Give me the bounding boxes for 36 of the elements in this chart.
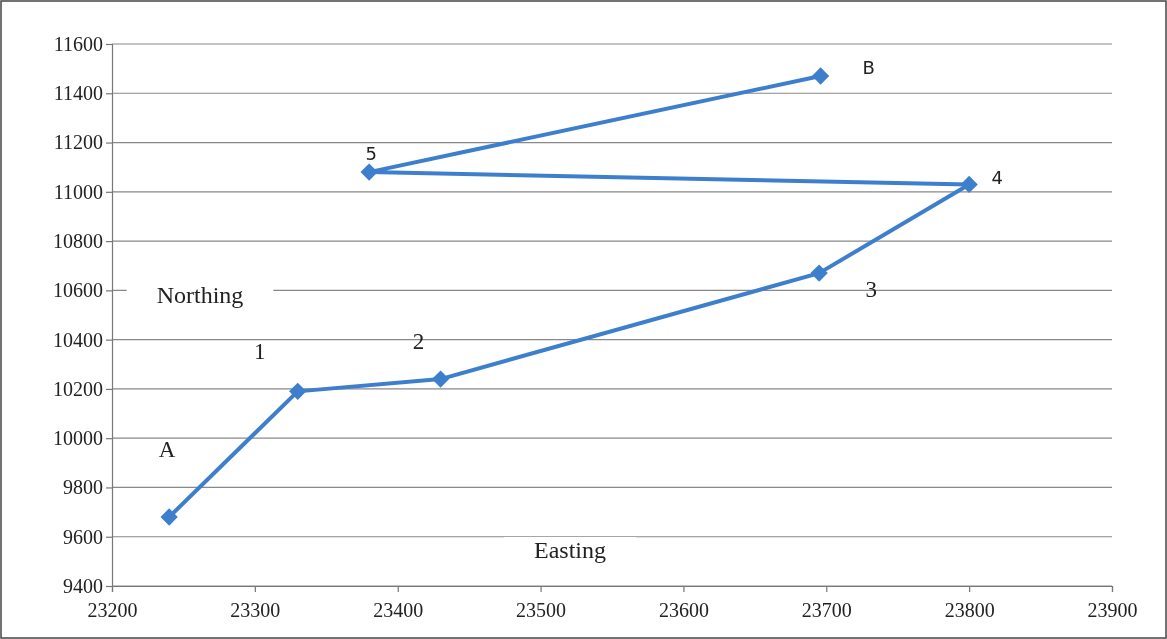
y-tick-label: 10000 — [53, 427, 103, 450]
annotation: B — [862, 57, 875, 79]
x-tick-label: 23600 — [658, 599, 709, 621]
annotation: 1 — [253, 339, 266, 365]
x-tick-label: 23800 — [944, 599, 995, 621]
y-tick-label: 11400 — [53, 82, 103, 105]
y-tick-label: 11200 — [53, 131, 103, 154]
y-tick-label: 10800 — [53, 229, 103, 252]
annotation: 5 — [365, 143, 377, 165]
annotation: 2 — [412, 329, 425, 355]
y-tick-label: 10200 — [53, 377, 103, 400]
annotation: A — [158, 437, 176, 463]
y-tick-label: 11000 — [53, 180, 103, 203]
y-tick-label: 9600 — [63, 525, 103, 548]
x-tick-label: 23700 — [801, 599, 852, 621]
y-tick-label: 10400 — [53, 328, 103, 351]
x-tick-label: 23300 — [230, 599, 281, 621]
x-axis-title: Easting — [534, 537, 606, 563]
y-tick-label: 11600 — [53, 32, 103, 55]
point — [811, 67, 830, 85]
x-tick-label: 23400 — [373, 599, 424, 621]
x-tick-label: 23200 — [87, 599, 138, 621]
annotation: 3 — [865, 277, 877, 303]
x-tick-label: 23500 — [516, 599, 567, 621]
point — [360, 163, 378, 181]
y-tick-label: 10600 — [53, 279, 103, 302]
y-axis-title: Northing — [156, 282, 244, 308]
y-tick-label: 9800 — [63, 476, 103, 499]
point — [431, 370, 450, 388]
point — [960, 175, 978, 194]
point — [810, 264, 828, 282]
x-tick-label: 23900 — [1087, 599, 1138, 621]
point — [160, 508, 178, 526]
y-tick-label: 9400 — [63, 574, 103, 597]
annotation: 4 — [991, 167, 1003, 189]
point — [289, 382, 307, 401]
